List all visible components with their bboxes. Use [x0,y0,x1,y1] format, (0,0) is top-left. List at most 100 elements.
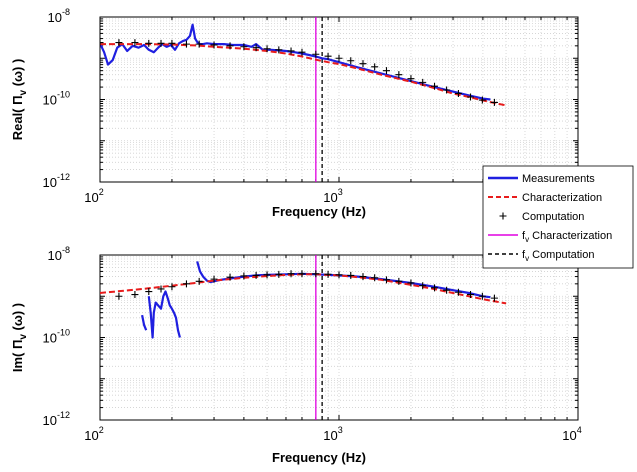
y-tick-exponent: -8 [62,245,70,255]
computation-point [467,291,475,299]
computation-point [454,89,462,97]
computation-point [419,78,427,86]
measurements-line [147,290,181,339]
computation-point [335,271,343,279]
computation-point [157,285,165,293]
x-tick-exponent: 3 [338,187,343,197]
computation-point [168,283,176,291]
computation-point [263,271,271,279]
computation-point [490,294,498,302]
computation-point [431,82,439,90]
computation-point [443,286,451,294]
computation-point [226,273,234,281]
computation-point [131,291,139,299]
legend-label-prefix: f [522,249,526,261]
computation-point [395,277,403,285]
legend-label: Characterization [522,192,602,204]
computation-point [182,280,190,288]
y-axis-label-main: Real( Π [10,95,25,140]
legend-label: Computation [522,211,584,223]
computation-point [240,43,248,51]
y-axis-label-suffix: (ω) ) [10,59,25,90]
legend-label-text: Characterization [529,230,612,242]
y-axis-label-main: Im( Π [10,340,25,373]
computation-point [298,48,306,56]
y-tick-exponent: -12 [57,410,70,420]
y-axis-label-subscript: v [18,334,29,340]
computation-point [168,39,176,47]
computation-point [347,57,355,65]
computation-point [443,86,451,94]
computation-point [359,60,367,68]
x-tick-exponent: 3 [338,425,343,435]
computation-point [115,39,123,47]
computation-point [395,71,403,79]
legend-label-subscript: v [525,235,529,244]
x-axis-label: Frequency (Hz) [272,204,366,219]
computation-point [226,42,234,50]
legend: MeasurementsCharacterizationComputationf… [482,165,634,269]
characterization-line [100,43,507,107]
y-tick-base: 10 [48,248,62,263]
y-tick-label: 10-8 [48,7,70,25]
x-tick-label: 103 [323,425,342,443]
x-tick-label: 102 [84,425,103,443]
computation-point [312,270,320,278]
y-tick-base: 10 [43,331,57,346]
plot-marks [100,17,507,182]
y-axis-label-subscript: v [18,89,29,95]
x-tick-label: 103 [323,187,342,205]
computation-point [324,52,332,60]
measurements-line [141,314,148,331]
x-tick-base: 10 [84,428,98,443]
computation-point [252,44,260,52]
computation-point [145,39,153,47]
measurements-line [100,23,491,101]
computation-point [298,270,306,278]
plot-marks [100,255,507,420]
grid [100,255,578,420]
x-tick-exponent: 2 [99,187,104,197]
y-tick-base: 10 [43,93,57,108]
legend-box [482,165,634,269]
computation-point [407,75,415,83]
legend-label-subscript: v [525,254,529,263]
computation-point [100,39,104,47]
computation-point [407,279,415,287]
computation-point [131,39,139,47]
computation-point [145,288,153,296]
computation-point [252,271,260,279]
x-tick-base: 10 [323,428,337,443]
legend-swatch [499,212,507,220]
computation-point [157,39,165,47]
legend-label: fv Characterization [522,230,612,244]
computation-point [467,93,475,101]
y-axis-label: Im( Πv (ω) ) [10,303,29,372]
computation-point [490,98,498,106]
y-tick-label: 10-8 [48,245,70,263]
x-tick-base: 10 [562,428,576,443]
computation-point [275,46,283,54]
computation-point [182,40,190,48]
x-axis-label: Frequency (Hz) [272,450,366,465]
y-axis-label: Real( Πv (ω) ) [10,59,29,141]
computation-point [335,54,343,62]
y-tick-exponent: -10 [57,328,70,338]
computation-point [100,294,104,302]
x-tick-base: 10 [84,190,98,205]
legend-label: Measurements [522,173,595,185]
computation-point [478,292,486,300]
x-tick-exponent: 2 [99,425,104,435]
computation-point [478,96,486,104]
computation-point [210,41,218,49]
computation-point [359,273,367,281]
legend-label: fv Computation [522,249,595,263]
x-tick-exponent: 4 [577,425,582,435]
computation-point [324,270,332,278]
computation-point [240,272,248,280]
y-axis-label-suffix: (ω) ) [10,303,25,334]
legend-label-text: Computation [529,249,594,261]
computation-point [195,277,203,285]
